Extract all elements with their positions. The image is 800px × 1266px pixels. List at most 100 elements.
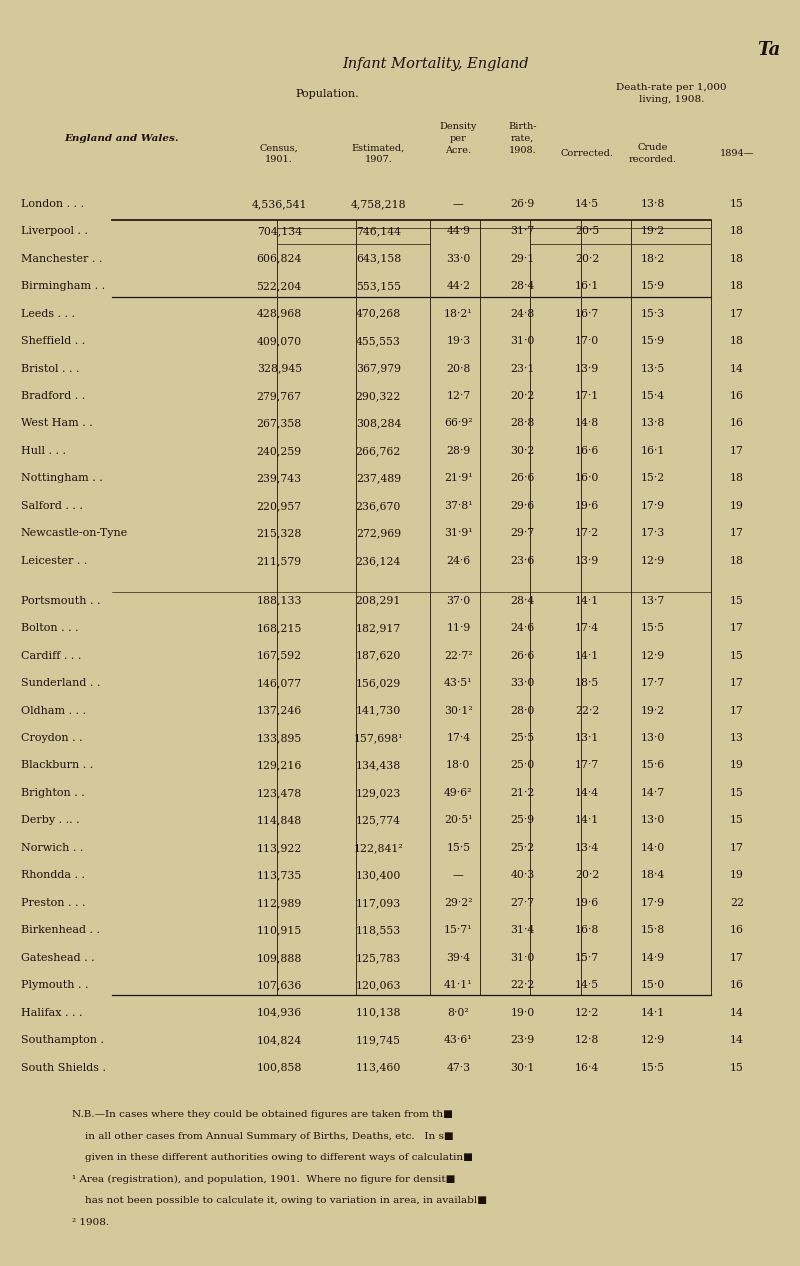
Text: 12·9: 12·9: [641, 556, 665, 566]
Text: 31·9¹: 31·9¹: [444, 528, 473, 538]
Text: 112,989: 112,989: [257, 898, 302, 908]
Text: 134,438: 134,438: [356, 761, 401, 771]
Text: 20·2: 20·2: [575, 253, 599, 263]
Text: 113,922: 113,922: [257, 843, 302, 853]
Text: —: —: [453, 199, 464, 209]
Text: Bolton . . .: Bolton . . .: [21, 623, 78, 633]
Text: 15·5: 15·5: [641, 623, 665, 633]
Text: 522,204: 522,204: [257, 281, 302, 291]
Text: 14·1: 14·1: [575, 815, 599, 825]
Text: 14: 14: [730, 1036, 744, 1046]
Text: Birmingham . .: Birmingham . .: [21, 281, 105, 291]
Text: 27·7: 27·7: [510, 898, 534, 908]
Text: 15·6: 15·6: [641, 761, 665, 771]
Text: 19·6: 19·6: [575, 501, 599, 511]
Text: 18·2: 18·2: [641, 253, 665, 263]
Text: 20·2: 20·2: [575, 870, 599, 880]
Text: 14·5: 14·5: [575, 980, 599, 990]
Text: 113,735: 113,735: [257, 870, 302, 880]
Text: 208,291: 208,291: [356, 596, 401, 605]
Text: 16·1: 16·1: [641, 446, 665, 456]
Text: 43·5¹: 43·5¹: [444, 679, 473, 687]
Text: 19: 19: [730, 501, 744, 511]
Text: 13: 13: [730, 733, 744, 743]
Text: 182,917: 182,917: [356, 623, 401, 633]
Text: Leicester . .: Leicester . .: [21, 556, 87, 566]
Text: 14·1: 14·1: [575, 596, 599, 605]
Text: 14·4: 14·4: [575, 787, 599, 798]
Text: 22·7²: 22·7²: [444, 651, 473, 661]
Text: 18·0: 18·0: [446, 761, 470, 771]
Text: 17·1: 17·1: [575, 391, 599, 401]
Text: 606,824: 606,824: [257, 253, 302, 263]
Text: Portsmouth . .: Portsmouth . .: [21, 596, 100, 605]
Text: 16: 16: [730, 391, 744, 401]
Text: 29·2²: 29·2²: [444, 898, 473, 908]
Text: 15·9: 15·9: [641, 335, 665, 346]
Text: 16: 16: [730, 925, 744, 936]
Text: 16·1: 16·1: [575, 281, 599, 291]
Text: 290,322: 290,322: [356, 391, 401, 401]
Text: 18·5: 18·5: [575, 679, 599, 687]
Text: 24·6: 24·6: [446, 556, 470, 566]
Text: 14·9: 14·9: [641, 953, 665, 962]
Text: 29·6: 29·6: [510, 501, 534, 511]
Text: 236,670: 236,670: [356, 501, 401, 511]
Text: 21·2: 21·2: [510, 787, 534, 798]
Text: 15: 15: [730, 787, 744, 798]
Text: 41·1¹: 41·1¹: [444, 980, 473, 990]
Text: 308,284: 308,284: [356, 419, 401, 428]
Text: 25·5: 25·5: [510, 733, 534, 743]
Text: Southampton .: Southampton .: [21, 1036, 104, 1046]
Text: 17: 17: [730, 679, 744, 687]
Text: 31·4: 31·4: [510, 925, 534, 936]
Text: Estimated,
1907.: Estimated, 1907.: [352, 143, 405, 165]
Text: 107,636: 107,636: [257, 980, 302, 990]
Text: 328,945: 328,945: [257, 363, 302, 373]
Text: 28·0: 28·0: [510, 705, 534, 715]
Text: 643,158: 643,158: [356, 253, 401, 263]
Text: 17·9: 17·9: [641, 898, 665, 908]
Text: 4,536,541: 4,536,541: [251, 199, 307, 209]
Text: 15·9: 15·9: [641, 281, 665, 291]
Text: 20·5: 20·5: [575, 227, 599, 237]
Text: 22·2: 22·2: [575, 705, 599, 715]
Text: 236,124: 236,124: [356, 556, 401, 566]
Text: 553,155: 553,155: [356, 281, 401, 291]
Text: 12·2: 12·2: [575, 1008, 599, 1018]
Text: 130,400: 130,400: [356, 870, 401, 880]
Text: South Shields .: South Shields .: [21, 1062, 106, 1072]
Text: 23·1: 23·1: [510, 363, 534, 373]
Text: 16·6: 16·6: [575, 446, 599, 456]
Text: 28·4: 28·4: [510, 596, 534, 605]
Text: 18: 18: [730, 335, 744, 346]
Text: 26·6: 26·6: [510, 473, 534, 484]
Text: 12·7: 12·7: [446, 391, 470, 401]
Text: 119,745: 119,745: [356, 1036, 401, 1046]
Text: London . . .: London . . .: [21, 199, 84, 209]
Text: 100,858: 100,858: [257, 1062, 302, 1072]
Text: 14: 14: [730, 363, 744, 373]
Text: Crude
recorded.: Crude recorded.: [629, 143, 677, 165]
Text: Birth-
rate,
1908.: Birth- rate, 1908.: [508, 123, 537, 154]
Text: 104,824: 104,824: [257, 1036, 302, 1046]
Text: 13·1: 13·1: [575, 733, 599, 743]
Text: 17·2: 17·2: [575, 528, 599, 538]
Text: 26·6: 26·6: [510, 651, 534, 661]
Text: —: —: [453, 870, 464, 880]
Text: 29·7: 29·7: [510, 528, 534, 538]
Text: 156,029: 156,029: [356, 679, 401, 687]
Text: 18: 18: [730, 556, 744, 566]
Text: 31·0: 31·0: [510, 335, 534, 346]
Text: 19: 19: [730, 870, 744, 880]
Text: 18: 18: [730, 253, 744, 263]
Text: 20·8: 20·8: [446, 363, 470, 373]
Text: 25·9: 25·9: [510, 815, 534, 825]
Text: 14·1: 14·1: [575, 651, 599, 661]
Text: 168,215: 168,215: [257, 623, 302, 633]
Text: Newcastle-on-Tyne: Newcastle-on-Tyne: [21, 528, 128, 538]
Text: N.B.—In cases where they could be obtained figures are taken from th■: N.B.—In cases where they could be obtain…: [72, 1110, 453, 1119]
Text: 367,979: 367,979: [356, 363, 401, 373]
Text: 4,758,218: 4,758,218: [350, 199, 406, 209]
Text: 47·3: 47·3: [446, 1062, 470, 1072]
